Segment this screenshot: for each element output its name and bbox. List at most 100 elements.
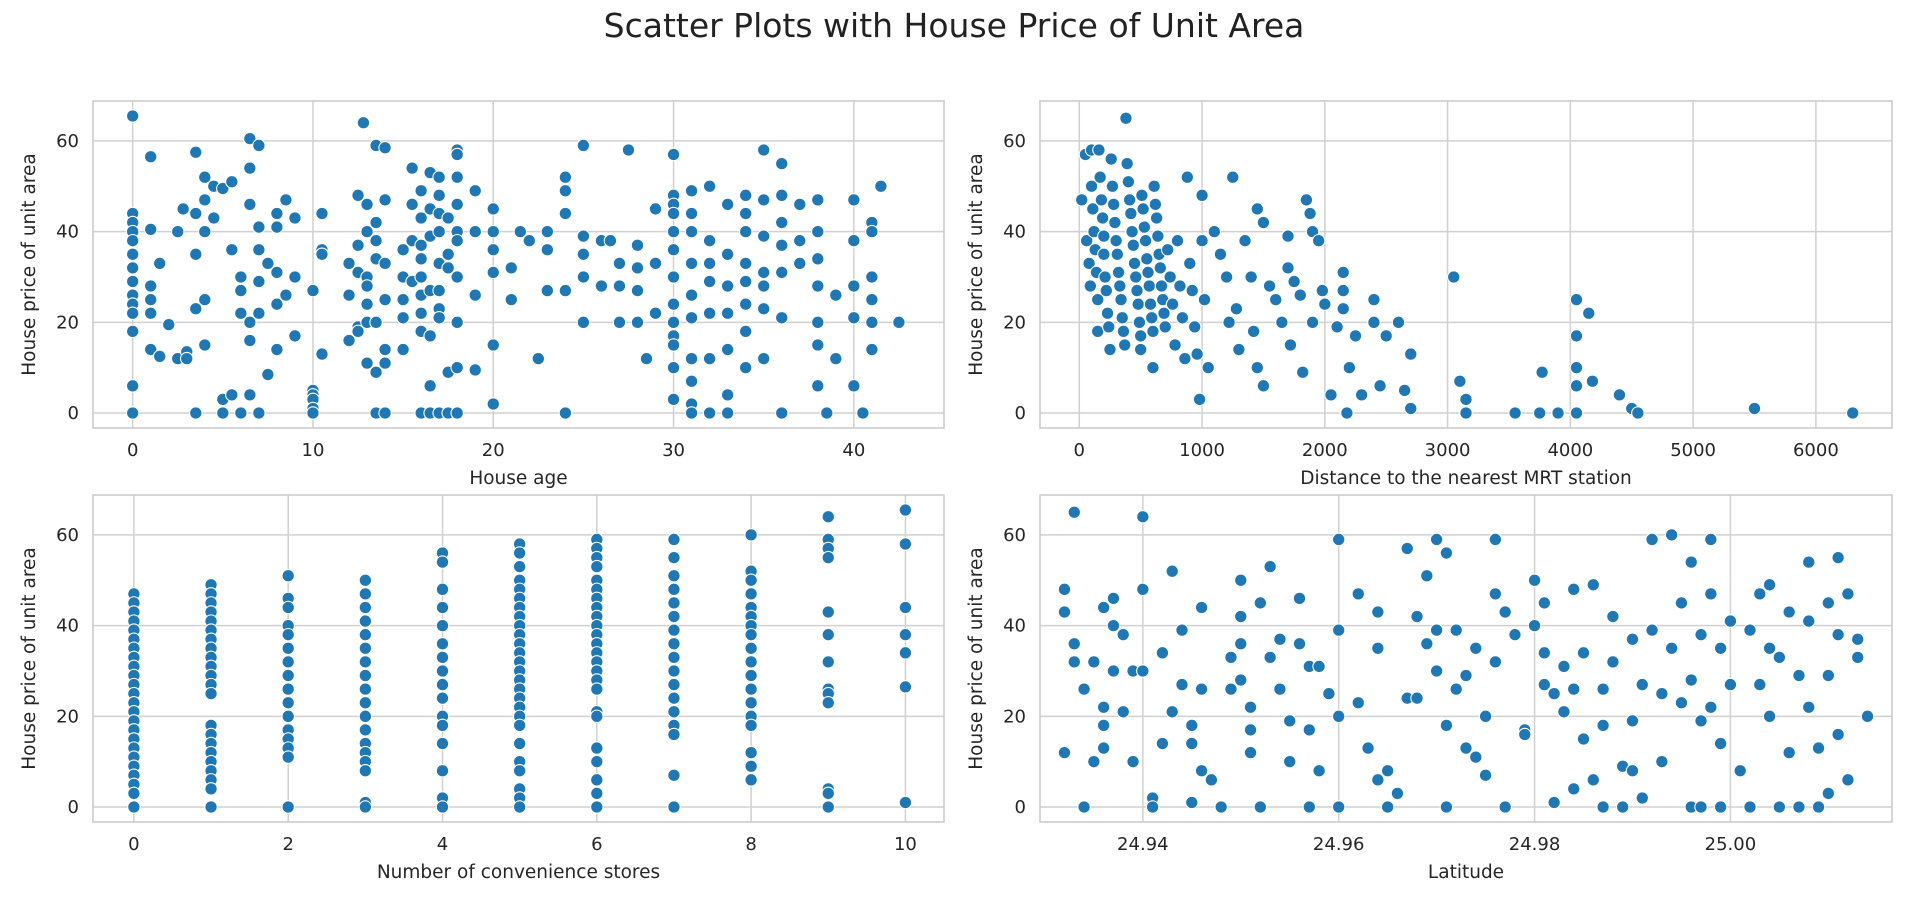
data-point [281, 682, 295, 696]
data-point [1101, 320, 1116, 334]
data-point [865, 315, 879, 330]
panel-mrt-distance: 0 1000 2000 3000 4000 5000 6000 0 20 40 60 Distance… [966, 100, 1893, 489]
data-point [176, 202, 190, 216]
data-point [225, 243, 239, 257]
data-point [648, 202, 663, 216]
data-point [243, 131, 257, 146]
data-point [1336, 265, 1350, 280]
data-point [1234, 609, 1248, 624]
data-point [594, 279, 609, 293]
data-point [811, 224, 825, 239]
panel-convenience-stores: 0 2 4 6 8 10 0 20 40 60 Number of convenience stor… [19, 494, 945, 883]
data-point [744, 695, 758, 710]
y-axis-label: House price of unit area [966, 547, 987, 769]
data-point [756, 143, 771, 157]
y-tick-label: 0 [68, 797, 79, 818]
data-point [358, 668, 373, 683]
data-point [1586, 578, 1601, 592]
data-point [435, 800, 450, 814]
data-point [1674, 596, 1689, 610]
data-point [898, 537, 913, 551]
data-point [423, 329, 437, 343]
data-point [358, 709, 373, 724]
data-point [378, 342, 392, 357]
data-point [1429, 532, 1444, 547]
data-point [1136, 582, 1150, 597]
data-point [590, 786, 604, 801]
data-point [1136, 510, 1150, 524]
y-tick-label: 60 [56, 131, 79, 152]
data-point [1097, 247, 1111, 262]
data-point [756, 351, 771, 366]
data-point [1116, 324, 1131, 339]
data-point [1537, 646, 1552, 660]
data-point [898, 680, 913, 694]
data-point [1331, 709, 1346, 724]
data-point [1331, 623, 1346, 637]
data-point [576, 270, 591, 284]
data-point [1371, 773, 1385, 787]
x-tick-label: 6000 [1793, 440, 1839, 461]
data-point [1449, 623, 1463, 637]
data-point [125, 247, 140, 262]
points-mrt-distance [1074, 111, 1860, 420]
data-point [667, 727, 681, 742]
data-point [432, 311, 446, 325]
panel-house-age: 0 10 20 30 40 0 20 40 60 House age House price of … [19, 100, 945, 489]
data-point [576, 315, 591, 330]
data-point [874, 179, 888, 194]
data-point [1106, 197, 1121, 212]
y-tick-label: 20 [1003, 312, 1026, 333]
data-point [821, 627, 836, 642]
data-point [720, 247, 735, 262]
data-point [744, 745, 758, 760]
data-point [204, 686, 218, 701]
data-point [441, 247, 455, 262]
x-axis-label: Latitude [1428, 862, 1504, 883]
y-tick-label: 0 [1015, 797, 1026, 818]
data-point [1256, 379, 1271, 393]
data-point [1282, 754, 1297, 769]
data-point [1459, 668, 1473, 683]
data-point [198, 292, 212, 307]
data-point [1694, 800, 1708, 814]
data-point [1469, 750, 1483, 764]
data-point [1373, 379, 1387, 393]
data-point [630, 315, 645, 330]
data-point [243, 161, 257, 175]
data-point [180, 351, 194, 366]
data-point [1115, 311, 1130, 325]
data-point [486, 338, 501, 352]
data-point [360, 197, 374, 212]
data-point [720, 342, 735, 357]
data-point [630, 238, 645, 252]
data-point [1057, 745, 1072, 760]
data-point [1850, 632, 1865, 646]
points-convenience-stores [127, 503, 913, 814]
data-point [1684, 673, 1698, 687]
x-tick-label: 0 [127, 440, 138, 461]
y-tick-label: 20 [1003, 706, 1026, 727]
data-point [1140, 252, 1154, 266]
data-point [1116, 705, 1130, 719]
data-point [342, 256, 356, 271]
data-point [1811, 800, 1826, 814]
data-point [1099, 283, 1114, 298]
data-point [1097, 229, 1111, 243]
data-point [1478, 709, 1493, 724]
data-point [1439, 546, 1454, 560]
data-point [558, 184, 573, 198]
data-point [1547, 795, 1561, 810]
data-point [1250, 360, 1265, 375]
data-point [1713, 800, 1728, 814]
data-point [281, 750, 295, 764]
data-point [1645, 623, 1659, 637]
data-point [252, 406, 266, 420]
data-point [684, 256, 699, 271]
data-point [1116, 627, 1130, 642]
data-point [558, 283, 573, 298]
data-point [702, 406, 717, 420]
data-point [1250, 202, 1265, 216]
data-point [1137, 220, 1152, 234]
data-point [590, 709, 604, 724]
